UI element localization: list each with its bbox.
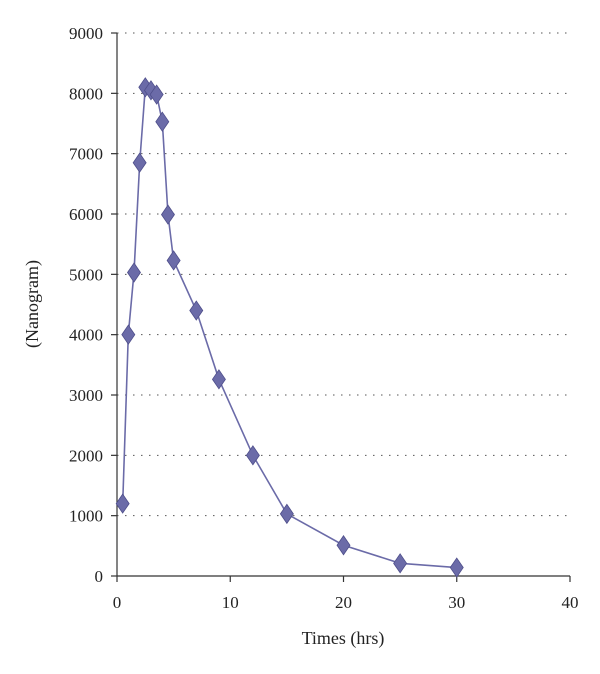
x-tick-label: 30 — [448, 593, 465, 612]
axes — [116, 33, 570, 577]
y-tick-label: 9000 — [69, 24, 103, 43]
ticks: 0 1000 2000 3000 4000 5000 6000 7000 8000 9000 0 10… — [69, 24, 579, 612]
data-point-marker — [336, 535, 351, 556]
x-tick-label: 0 — [113, 593, 122, 612]
x-tick-label: 20 — [335, 593, 352, 612]
series — [121, 86, 457, 569]
data-point-marker — [115, 493, 130, 514]
y-tick-label: 1000 — [69, 507, 103, 526]
series-line — [121, 86, 457, 569]
grid-lines — [117, 32, 570, 517]
y-tick-label: 0 — [95, 567, 104, 586]
data-point-marker — [449, 557, 464, 578]
data-point-marker — [393, 553, 408, 574]
y-tick-label: 7000 — [69, 145, 103, 164]
data-point-marker — [279, 503, 294, 525]
x-tick-label: 40 — [562, 593, 579, 612]
data-point-marker — [127, 262, 141, 283]
y-tick-label: 2000 — [69, 446, 103, 465]
y-tick-label: 4000 — [69, 326, 103, 345]
y-tick-label: 6000 — [69, 205, 103, 224]
y-tick-label: 3000 — [69, 386, 103, 405]
x-axis-title: Times (hrs) — [302, 628, 385, 649]
data-point-marker — [121, 324, 136, 345]
y-axis-title: (Nanogram) — [22, 260, 43, 348]
data-point-marker — [132, 152, 147, 173]
data-point-marker — [211, 369, 226, 390]
data-point-marker — [155, 111, 170, 132]
data-point-marker — [189, 300, 204, 321]
data-point-marker — [160, 204, 175, 225]
data-point-marker — [166, 250, 181, 271]
x-tick-label: 10 — [222, 593, 239, 612]
data-point-marker — [149, 84, 164, 105]
markers — [115, 77, 464, 578]
data-point-marker — [245, 445, 260, 466]
y-tick-label: 8000 — [69, 84, 103, 103]
y-tick-label: 5000 — [69, 265, 103, 284]
